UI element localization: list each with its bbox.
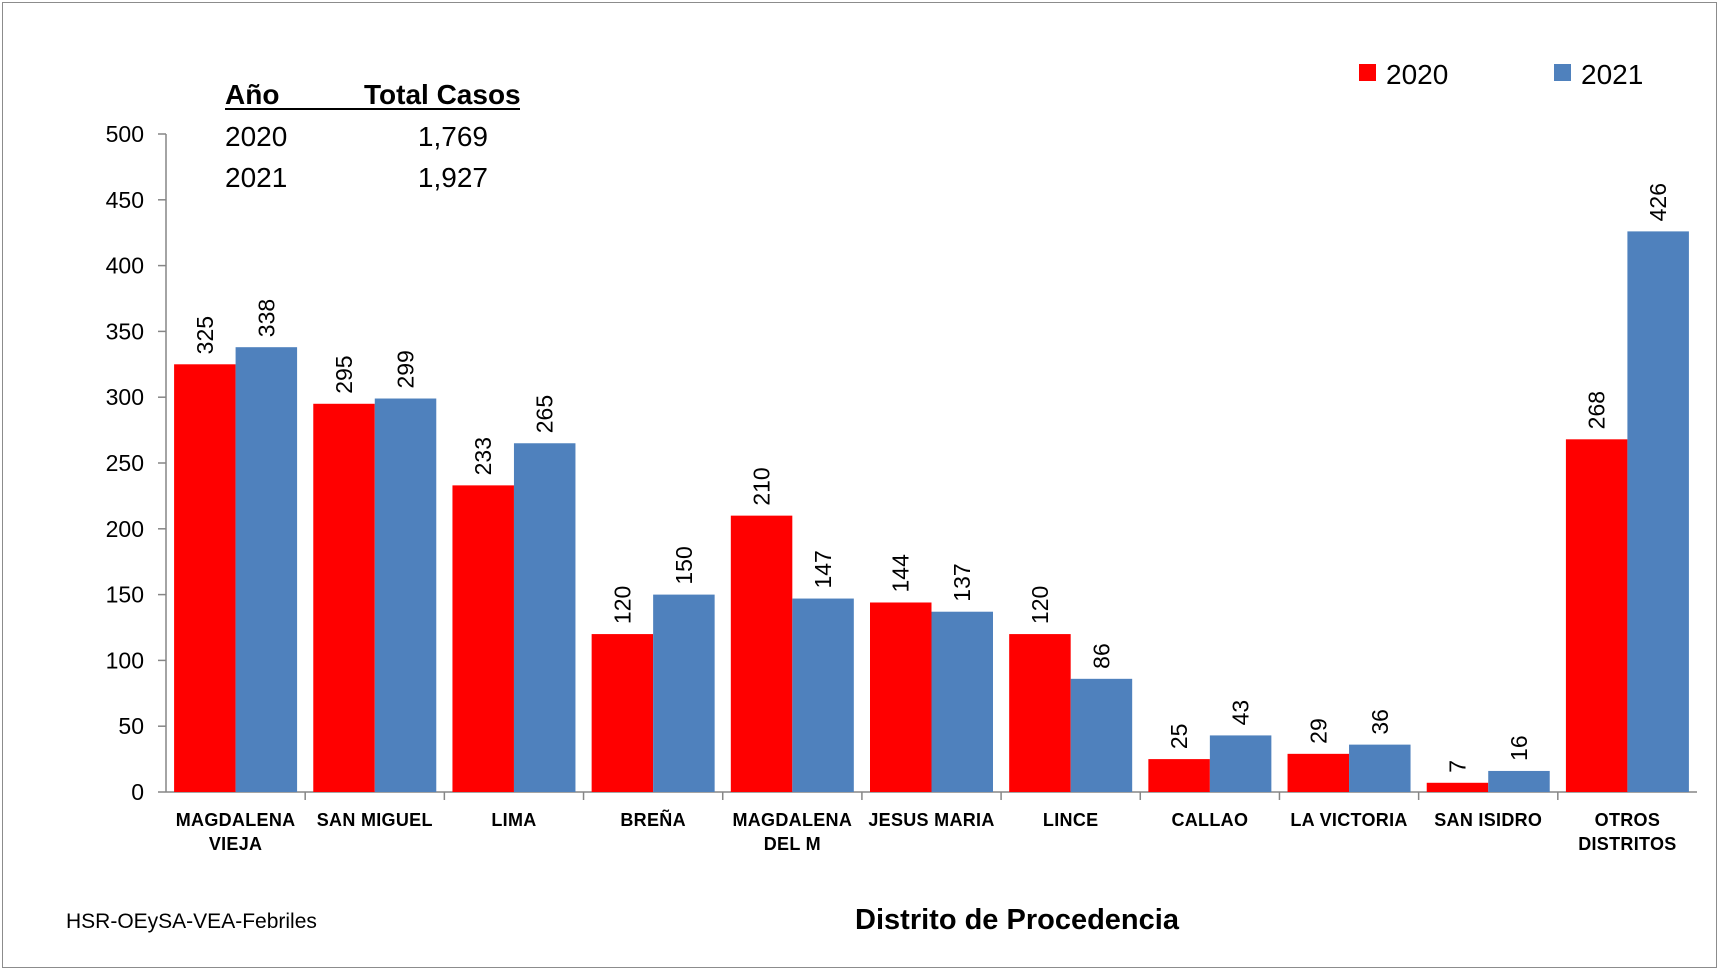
bar-2021 bbox=[1209, 735, 1272, 792]
bar-2021 bbox=[1627, 231, 1689, 792]
table-year-2020: 2020 bbox=[225, 121, 287, 152]
bar-2021 bbox=[931, 611, 993, 792]
data-label-2020: 325 bbox=[192, 316, 218, 354]
y-tick-label: 350 bbox=[106, 318, 144, 344]
bar-2020 bbox=[1009, 634, 1071, 792]
data-label-2021: 16 bbox=[1506, 735, 1532, 761]
data-label-2020: 295 bbox=[331, 355, 357, 393]
data-label-2020: 7 bbox=[1444, 760, 1470, 773]
data-label-2021: 265 bbox=[532, 395, 558, 433]
table-total-2020: 1,769 bbox=[418, 121, 488, 152]
bar-2020 bbox=[1148, 759, 1210, 792]
data-labels-layer: 325 338 295 299 233 265 120 150 210 147 144 137 120 8… bbox=[192, 183, 1671, 773]
bar-2020 bbox=[313, 403, 375, 792]
data-label-2021: 338 bbox=[253, 299, 279, 337]
x-tick-label: JESUS MARIA bbox=[868, 810, 994, 830]
bar-2021 bbox=[1070, 678, 1133, 792]
legend-label-2020: 2020 bbox=[1386, 59, 1448, 90]
data-label-2021: 43 bbox=[1228, 700, 1254, 726]
summary-table: Año Total Casos 2020 1,769 2021 1,927 bbox=[225, 79, 521, 193]
data-label-2020: 233 bbox=[470, 437, 496, 475]
data-label-2021: 299 bbox=[393, 350, 419, 388]
x-tick-label: OTROS bbox=[1595, 810, 1661, 830]
bar-2020 bbox=[452, 485, 514, 792]
bar-2021 bbox=[792, 598, 854, 792]
y-tick-label: 300 bbox=[106, 384, 144, 410]
x-tick-label: DEL M bbox=[764, 834, 821, 854]
data-label-2020: 29 bbox=[1305, 718, 1331, 744]
data-label-2020: 268 bbox=[1584, 391, 1610, 429]
x-tick-label: MAGDALENA bbox=[732, 810, 852, 830]
x-tick-label: MAGDALENA bbox=[176, 810, 296, 830]
x-tick-label: BREÑA bbox=[620, 809, 686, 830]
bar-2020 bbox=[1287, 753, 1350, 792]
y-tick-label: 150 bbox=[106, 582, 144, 608]
x-tick-label: CALLAO bbox=[1171, 810, 1248, 830]
bar-2021 bbox=[1488, 770, 1550, 792]
data-label-2021: 36 bbox=[1367, 709, 1393, 735]
x-axis-title: Distrito de Procedencia bbox=[855, 904, 1180, 936]
data-label-2021: 150 bbox=[671, 546, 697, 584]
data-label-2021: 86 bbox=[1088, 643, 1114, 669]
y-tick-label: 100 bbox=[106, 647, 144, 673]
y-tick-label: 50 bbox=[118, 713, 144, 739]
bar-2021 bbox=[235, 347, 298, 792]
data-label-2020: 120 bbox=[609, 586, 635, 624]
bar-2020 bbox=[730, 515, 793, 792]
y-tick-label: 0 bbox=[131, 779, 144, 805]
y-tick-label: 250 bbox=[106, 450, 144, 476]
bar-2021 bbox=[513, 443, 576, 792]
x-tick-label: LA VICTORIA bbox=[1290, 810, 1407, 830]
x-tick-label: VIEJA bbox=[209, 834, 263, 854]
data-label-2021: 147 bbox=[810, 550, 836, 588]
x-tick-label: DISTRITOS bbox=[1578, 834, 1676, 854]
legend-label-2021: 2021 bbox=[1581, 59, 1643, 90]
bar-2021 bbox=[1349, 744, 1411, 792]
legend-swatch-2020 bbox=[1359, 64, 1376, 81]
x-tick-label: SAN ISIDRO bbox=[1434, 810, 1542, 830]
y-tick-label: 400 bbox=[106, 253, 144, 279]
bar-2021 bbox=[653, 594, 715, 792]
legend-swatch-2021 bbox=[1554, 64, 1571, 81]
x-tick-label: SAN MIGUEL bbox=[317, 810, 433, 830]
data-label-2020: 25 bbox=[1166, 724, 1192, 750]
bar-2021 bbox=[374, 398, 437, 792]
y-tick-label: 500 bbox=[106, 121, 144, 147]
data-label-2021: 137 bbox=[949, 563, 975, 601]
data-label-2021: 426 bbox=[1645, 183, 1671, 221]
bar-2020 bbox=[1565, 439, 1628, 792]
data-label-2020: 144 bbox=[888, 554, 914, 593]
table-year-2021: 2021 bbox=[225, 162, 287, 193]
data-label-2020: 120 bbox=[1027, 586, 1053, 624]
x-tick-labels-layer: MAGDALENA VIEJA SAN MIGUEL LIMA BREÑA MAGDALE… bbox=[176, 809, 1677, 854]
x-tick-label: LIMA bbox=[491, 810, 536, 830]
bar-2020 bbox=[591, 634, 654, 792]
legend: 2020 2021 bbox=[1359, 59, 1643, 90]
source-note: HSR-OEySA-VEA-Febriles bbox=[66, 910, 317, 933]
bar-2020 bbox=[174, 364, 236, 792]
y-axis: 0 50 100 150 200 250 300 350 400 450 500 bbox=[106, 121, 1697, 805]
bar-2020 bbox=[1426, 782, 1489, 792]
data-label-2020: 210 bbox=[749, 467, 775, 505]
y-tick-label: 450 bbox=[106, 187, 144, 213]
y-tick-label: 200 bbox=[106, 516, 144, 542]
bar-2020 bbox=[870, 602, 932, 792]
table-header-total: Total Casos bbox=[364, 79, 521, 110]
table-header-year: Año bbox=[225, 79, 279, 110]
table-total-2021: 1,927 bbox=[418, 162, 488, 193]
bars-layer bbox=[174, 231, 1689, 792]
x-tick-label: LINCE bbox=[1043, 810, 1099, 830]
